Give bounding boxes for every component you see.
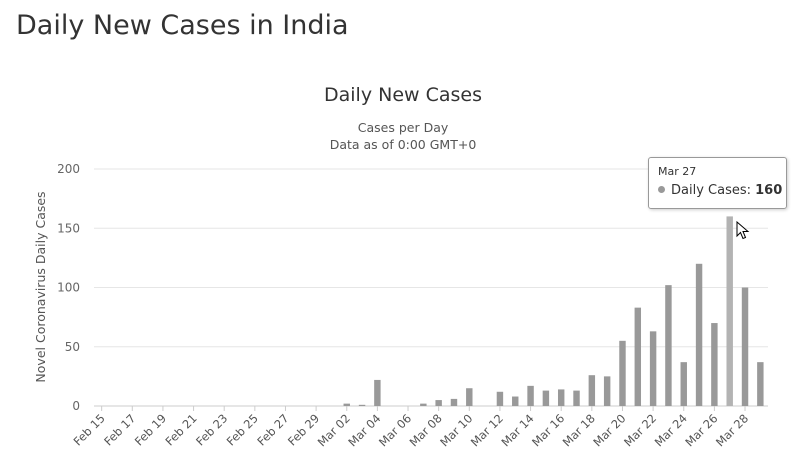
bar-mar-17[interactable]	[573, 390, 580, 406]
bar-mar-09[interactable]	[450, 398, 458, 406]
tooltip-value: 160	[755, 183, 783, 198]
x-tick-label: Mar 16	[529, 411, 567, 449]
x-tick-label: Feb 17	[101, 411, 138, 448]
x-tick-label: Mar 02	[315, 411, 353, 449]
x-tick-label: Mar 10	[437, 411, 475, 449]
bar-mar-10[interactable]	[466, 388, 473, 406]
chart-title: Daily New Cases	[324, 84, 482, 106]
bar-mar-28[interactable]	[741, 287, 749, 407]
bar-mar-24[interactable]	[680, 362, 687, 406]
bar-mar-19[interactable]	[603, 376, 611, 406]
bar-mar-13[interactable]	[512, 396, 519, 406]
x-tick-label: Mar 26	[682, 411, 720, 449]
tooltip-label: Daily Cases:	[671, 183, 751, 198]
bar-mar-23[interactable]	[665, 285, 672, 406]
bar-mar-22[interactable]	[649, 331, 657, 406]
x-tick-label: Mar 06	[376, 411, 414, 449]
x-tick-label: Feb 23	[193, 411, 230, 448]
bar-mar-16[interactable]	[557, 389, 565, 406]
mouse-cursor-icon	[736, 221, 750, 240]
bar-mar-21[interactable]	[634, 307, 642, 406]
bar-mar-14[interactable]	[527, 385, 534, 406]
page-title: Daily New Cases in India	[16, 10, 349, 41]
chart-subtitle-line-1: Cases per Day	[358, 120, 449, 135]
bar-mar-25[interactable]	[695, 263, 703, 406]
data-tooltip: Mar 27 Daily Cases: 160	[648, 157, 787, 209]
y-axis-label: Novel Coronavirus Daily Cases	[33, 191, 48, 382]
series-dot-icon	[658, 186, 665, 193]
bar-mar-08[interactable]	[435, 400, 442, 406]
y-tick-label: 100	[57, 281, 80, 295]
bar-mar-04[interactable]	[374, 379, 381, 406]
x-tick-label: Mar 18	[560, 411, 598, 449]
x-tick-label: Mar 24	[652, 411, 690, 449]
bar-mar-29[interactable]	[757, 362, 764, 406]
x-tick-label: Mar 12	[468, 411, 506, 449]
tooltip-date: Mar 27	[658, 165, 697, 178]
y-tick-label: 50	[65, 340, 80, 354]
bar-mar-26[interactable]	[711, 323, 718, 406]
x-tick-label: Feb 25	[224, 411, 261, 448]
x-tick-label: Mar 20	[590, 411, 628, 449]
x-tick-label: Mar 04	[345, 411, 383, 449]
y-tick-label: 200	[57, 162, 80, 176]
tooltip-row: Daily Cases: 160	[658, 183, 782, 198]
bar-mar-18[interactable]	[588, 375, 596, 406]
y-tick-label: 0	[72, 399, 80, 413]
bar-mar-27[interactable]	[726, 216, 733, 406]
bar-mar-15[interactable]	[542, 390, 550, 406]
x-tick-label: Feb 15	[71, 411, 108, 448]
bar-mar-02[interactable]	[343, 403, 350, 406]
bars	[343, 216, 764, 407]
chart-subtitle-line-2: Data as of 0:00 GMT+0	[330, 137, 477, 152]
x-tick-label: Mar 14	[499, 411, 537, 449]
x-tick-label: Feb 21	[162, 411, 199, 448]
x-tick-label: Mar 22	[621, 411, 659, 449]
bar-mar-12[interactable]	[496, 391, 504, 406]
bar-mar-03[interactable]	[358, 404, 366, 406]
x-tick-label: Mar 08	[407, 411, 445, 449]
bar-mar-20[interactable]	[619, 340, 626, 406]
x-tick-label: Feb 29	[285, 411, 322, 448]
x-tick-label: Feb 27	[254, 411, 291, 448]
x-tick-label: Mar 28	[713, 411, 751, 449]
y-axis-ticks: 0 50 100 150 200	[57, 162, 80, 413]
x-tick-label: Feb 19	[132, 411, 169, 448]
bar-mar-07[interactable]	[420, 403, 427, 406]
y-tick-label: 150	[57, 221, 80, 235]
